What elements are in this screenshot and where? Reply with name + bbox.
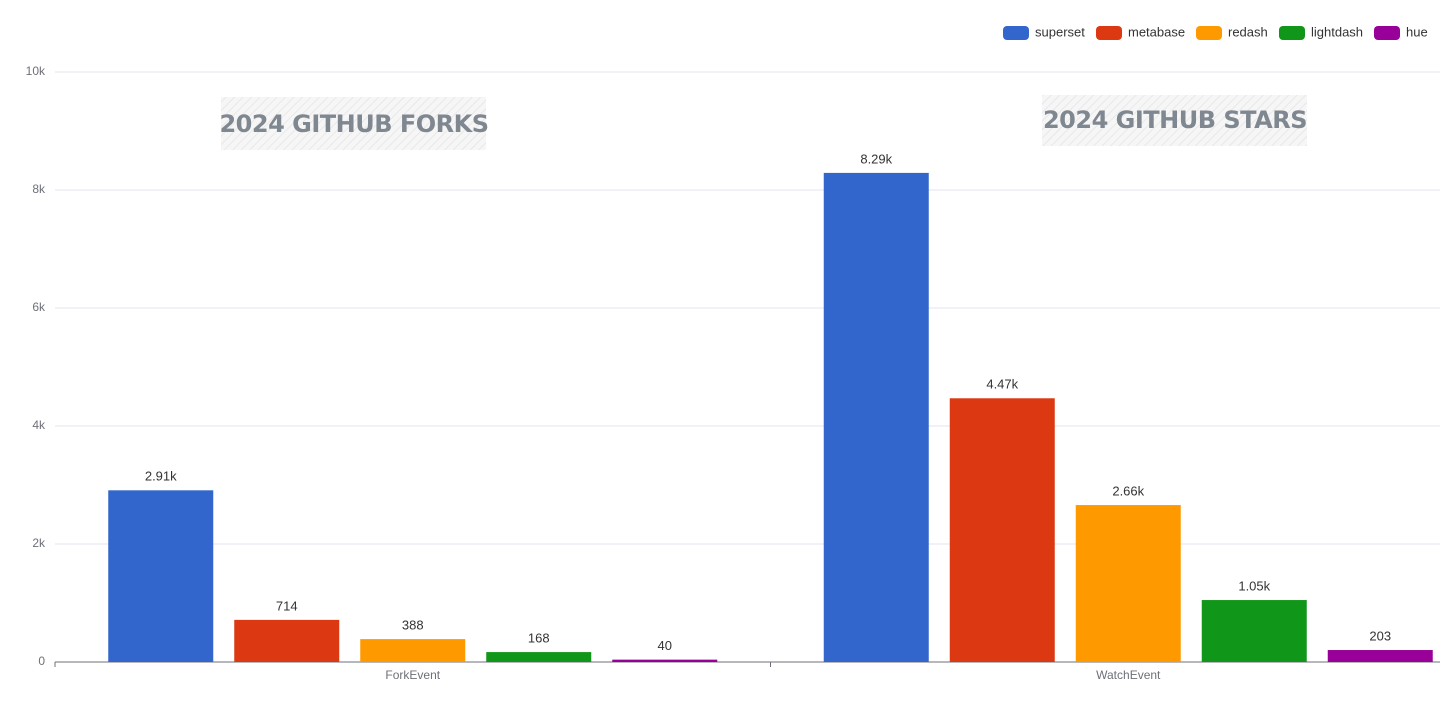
data-label: 2.66k (1112, 483, 1144, 498)
bar (1201, 600, 1307, 662)
data-label: 388 (402, 618, 424, 633)
legend-label: lightdash (1311, 24, 1363, 39)
legend-swatch (1003, 26, 1029, 40)
legend-label: superset (1035, 24, 1085, 39)
bar (1327, 650, 1433, 662)
data-label: 40 (658, 638, 672, 653)
data-label: 4.47k (986, 377, 1018, 392)
x-tick-label: WatchEvent (1096, 668, 1161, 682)
y-tick-label: 6k (32, 300, 46, 314)
data-label: 168 (528, 631, 550, 646)
bar (360, 639, 466, 662)
bar (823, 172, 929, 662)
y-tick-label: 10k (26, 64, 46, 78)
legend-swatch (1374, 26, 1400, 40)
annotation-box (221, 97, 486, 150)
x-tick-label: ForkEvent (385, 668, 440, 682)
data-label: 2.91k (145, 469, 177, 484)
data-label: 714 (276, 598, 298, 613)
data-label: 8.29k (860, 151, 892, 166)
y-tick-label: 0 (38, 654, 45, 668)
data-label: 1.05k (1238, 578, 1270, 593)
legend-label: metabase (1128, 24, 1185, 39)
bar (486, 652, 592, 662)
data-label: 203 (1369, 628, 1391, 643)
annotation: 2024 GITHUB FORKS (219, 110, 488, 138)
legend-swatch (1196, 26, 1222, 40)
annotation-box (1042, 95, 1307, 146)
legend-label: hue (1406, 24, 1428, 39)
legend-label: redash (1228, 24, 1268, 39)
bar (108, 490, 214, 662)
y-tick-label: 2k (32, 536, 46, 550)
bar (949, 398, 1055, 662)
annotation: 2024 GITHUB STARS (1043, 106, 1307, 134)
y-tick-label: 8k (32, 182, 46, 196)
bar (234, 619, 340, 662)
legend-swatch (1279, 26, 1305, 40)
y-tick-label: 4k (32, 418, 46, 432)
legend-swatch (1096, 26, 1122, 40)
bar (1075, 505, 1181, 662)
bar (612, 659, 718, 662)
